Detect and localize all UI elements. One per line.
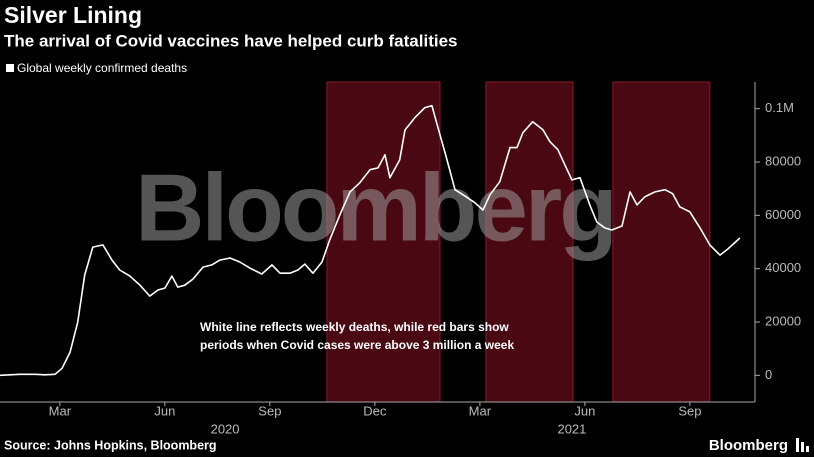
data-line (0, 104, 741, 377)
chart-title: Silver Lining (4, 2, 142, 28)
logo-icon (806, 446, 809, 452)
x-tick-label: Dec (363, 403, 387, 418)
x-year-label: 2021 (557, 421, 586, 436)
watermark: Bloomberg (135, 154, 615, 261)
shaded-period (485, 81, 574, 403)
logo: Bloomberg (709, 437, 788, 454)
x-tick-label: Jun (154, 403, 175, 418)
annotation: periods when Covid cases were above 3 mi… (200, 338, 514, 352)
x-tick-label: Jun (574, 403, 595, 418)
y-tick-label: 80000 (765, 153, 801, 168)
legend-label: Global weekly confirmed deaths (17, 61, 187, 75)
x-tick-label: Sep (678, 403, 701, 418)
logo-icon (796, 438, 799, 452)
x-tick-label: Mar (49, 403, 72, 418)
shaded-period (612, 81, 711, 403)
x-tick-label: Sep (258, 403, 281, 418)
x-year-label: 2020 (211, 421, 240, 436)
y-tick-label: 0 (765, 367, 772, 382)
shaded-period (326, 81, 441, 403)
source: Source: Johns Hopkins, Bloomberg (4, 438, 217, 452)
y-tick-label: 40000 (765, 260, 801, 275)
legend-swatch (6, 64, 14, 72)
y-tick-label: 60000 (765, 207, 801, 222)
annotation: White line reflects weekly deaths, while… (200, 320, 509, 334)
y-tick-label: 0.1M (765, 100, 794, 115)
x-tick-label: Mar (469, 403, 492, 418)
chart-subtitle: The arrival of Covid vaccines have helpe… (4, 31, 458, 50)
y-tick-label: 20000 (765, 313, 801, 328)
logo-icon (801, 442, 804, 452)
